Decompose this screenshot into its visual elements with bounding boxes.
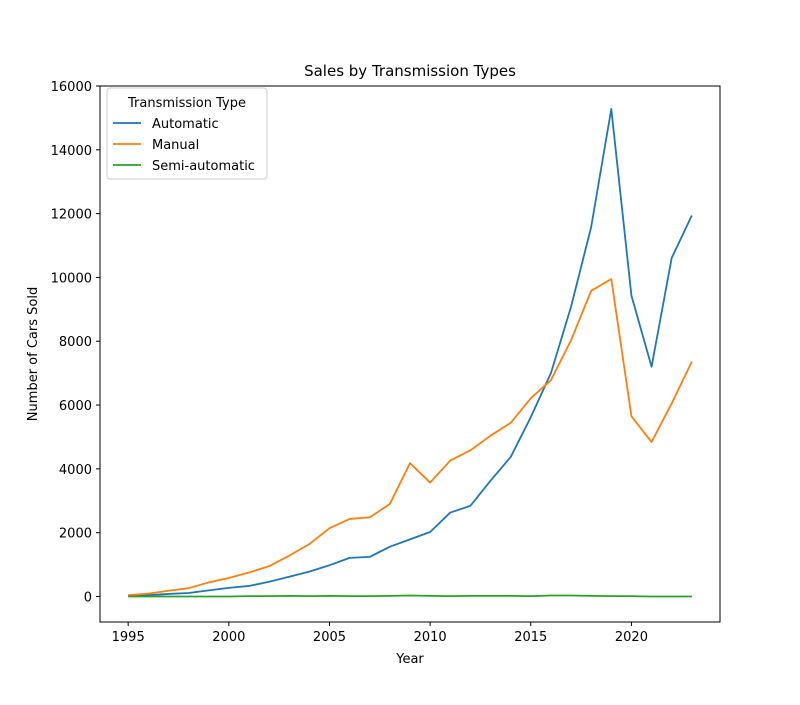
series-layer [128,108,693,598]
y-tick-label: 0 [84,590,92,605]
series-line-manual [128,278,693,597]
x-tick-label: 2010 [414,630,447,645]
legend-title: Transmission Type [127,96,246,111]
legend-entries: Automatic Manual Semi-automatic [113,117,255,174]
y-axis-label: Number of Cars Sold [26,287,41,421]
legend-label-manual: Manual [152,138,199,153]
x-tick-label: 1995 [112,630,145,645]
x-axis-label: Year [395,652,424,667]
y-tick-label: 8000 [59,335,92,350]
x-tick-label: 2020 [615,630,648,645]
plot-area-frame [99,85,721,623]
x-tick-label: 2000 [212,630,245,645]
y-tick-label: 2000 [59,527,92,542]
y-tick-label: 6000 [59,399,92,414]
series-line-automatic [128,108,693,597]
legend-label-automatic: Automatic [152,117,219,132]
y-axis: 0 2000 4000 6000 8000 10000 12000 14000 16000 [51,80,100,605]
x-tick-label: 2005 [313,630,346,645]
legend-label-semi-automatic: Semi-automatic [152,159,255,174]
legend: Transmission Type Automatic Manual Semi-au… [106,87,268,180]
y-tick-label: 10000 [51,271,92,286]
chart-title: Sales by Transmission Types [304,62,516,80]
x-tick-label: 2015 [514,630,547,645]
x-axis: 1995 2000 2005 2010 2015 2020 [112,622,648,645]
legend-box [106,87,268,180]
y-tick-label: 12000 [51,208,92,223]
y-tick-label: 4000 [59,463,92,478]
y-tick-label: 14000 [51,144,92,159]
y-tick-label: 16000 [51,80,92,95]
series-line-semi-automatic [128,594,692,598]
